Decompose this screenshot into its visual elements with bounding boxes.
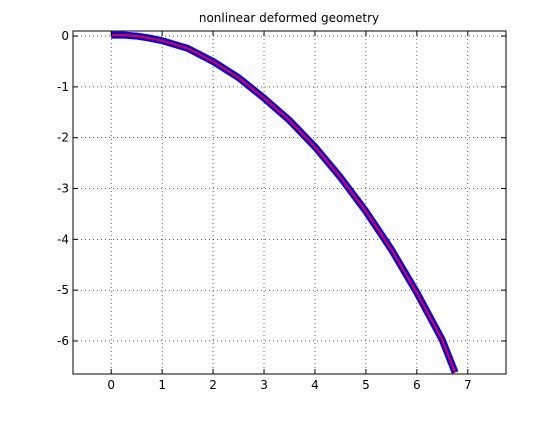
x-tick-label: 3 <box>260 378 268 392</box>
y-tick-label: -3 <box>57 182 69 196</box>
plot-frame <box>72 30 507 375</box>
series-layer <box>111 31 459 374</box>
series-line <box>111 34 457 373</box>
x-tick-label: 1 <box>158 378 166 392</box>
chart-title: nonlinear deformed geometry <box>199 11 379 25</box>
y-tick-label: -1 <box>57 80 69 94</box>
y-tick-label: -6 <box>57 334 69 348</box>
y-tick-label: 0 <box>61 29 69 43</box>
x-tick-label: 2 <box>209 378 217 392</box>
x-tick-label: 6 <box>413 378 421 392</box>
x-tick-label: 5 <box>362 378 370 392</box>
y-tick-label: -2 <box>57 131 69 145</box>
y-tick-label: -4 <box>57 232 69 246</box>
x-tick-label: 4 <box>311 378 319 392</box>
tick-layer: 0 1 2 3 4 5 6 7 0 -1 -2 -3 -4 -5 -6 <box>57 29 506 392</box>
y-tick-label: -5 <box>57 283 69 297</box>
x-tick-label: 0 <box>107 378 115 392</box>
x-tick-label: 7 <box>464 378 472 392</box>
plot-area <box>73 31 506 374</box>
grid-layer <box>73 31 506 374</box>
